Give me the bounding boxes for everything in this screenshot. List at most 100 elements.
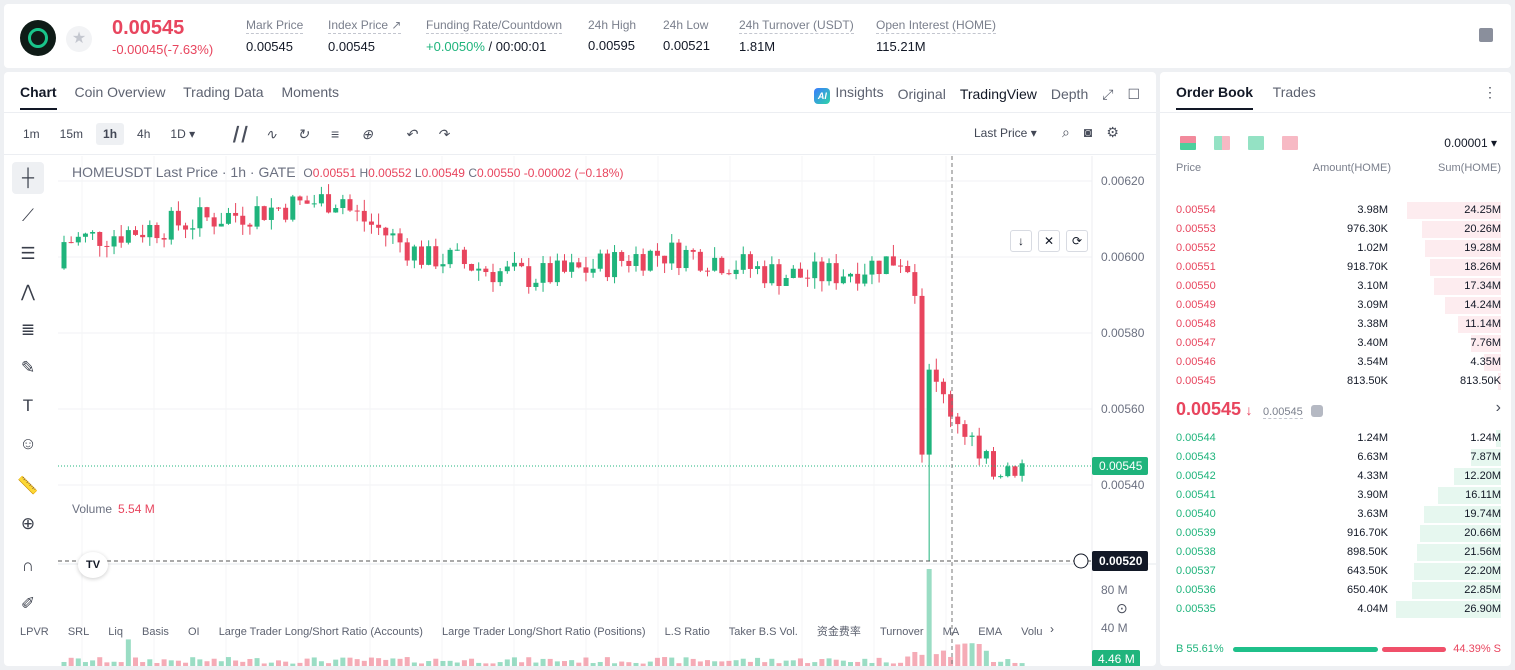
ruler-icon[interactable]: 📏 [17,476,39,495]
add-indicator-icon[interactable]: ⊕ [361,125,373,142]
bid-row[interactable]: 0.00535 4.04M 26.90M [1160,600,1511,619]
bid-row[interactable]: 0.00537 643.50K 22.20M [1160,562,1511,581]
tab-chart[interactable]: Chart [20,84,57,110]
bid-row[interactable]: 0.00540 3.63M 19.74M [1160,505,1511,524]
volume-bar [869,662,875,666]
camera-icon[interactable]: ◙ [1083,124,1093,140]
indicator-item[interactable]: OI [188,626,200,638]
tab-trades[interactable]: Trades [1272,84,1316,100]
indicator-item[interactable]: SRL [67,626,90,638]
interval-1d-dropdown[interactable]: 1D ▾ [170,127,196,141]
ask-row[interactable]: 0.00551 918.70K 18.26M [1160,258,1511,277]
template-icon[interactable]: ≡ [331,126,340,142]
chart-settings-icon[interactable]: ⊙ [1116,600,1128,616]
emoji-icon[interactable]: ☺ [19,434,37,453]
tab-order-book[interactable]: Order Book [1176,84,1254,110]
volume-bar [862,658,868,666]
indicator-item[interactable]: Turnover [879,626,924,638]
chevron-right-icon[interactable]: › [1495,399,1501,416]
interval-1m[interactable]: 1m [23,127,40,141]
indicator-item[interactable]: L.S Ratio [664,626,710,638]
mode-bids-icon[interactable] [1248,136,1264,150]
ask-row[interactable]: 0.00547 3.40M 7.76M [1160,334,1511,353]
favorite-star-icon[interactable]: ★ [66,26,92,52]
indicator-item[interactable]: LPVR [20,626,49,638]
tab-coin-overview[interactable]: Coin Overview [74,84,166,100]
pencil-lock-icon[interactable]: ✐ [20,594,36,613]
tab-moments[interactable]: Moments [281,84,340,100]
mode-side-icon[interactable] [1214,136,1230,150]
indicator-item[interactable]: Liq [108,626,123,638]
ask-row[interactable]: 0.00552 1.02M 19.28M [1160,239,1511,258]
indicator-item[interactable]: 资金费率 [816,626,861,638]
pattern-icon[interactable]: ⋀ [21,282,35,301]
refresh-icon[interactable]: ⟳ [1066,230,1088,252]
bid-row[interactable]: 0.00541 3.90M 16.11M [1160,486,1511,505]
ask-row[interactable]: 0.00554 3.98M 24.25M [1160,201,1511,220]
chevron-right-icon[interactable]: › [1050,622,1054,636]
document-icon[interactable] [1479,28,1493,42]
collapse-icon[interactable]: ✕ [1038,230,1060,252]
stat-open-interest[interactable]: Open Interest (HOME) 115.21M [876,18,997,54]
stat-mark-price[interactable]: Mark Price 0.00545 [246,18,304,54]
magnet-icon[interactable]: ∩ [21,556,35,575]
interval-15m[interactable]: 15m [59,127,84,141]
tab-trading-data[interactable]: Trading Data [183,84,264,100]
ask-row[interactable]: 0.00549 3.09M 14.24M [1160,296,1511,315]
mode-both-icon[interactable] [1180,136,1196,150]
settings-icon[interactable]: ⚙ [1106,124,1119,140]
trendline-icon[interactable]: ⟋ [22,206,34,225]
bid-row[interactable]: 0.00542 4.33M 12.20M [1160,467,1511,486]
brush-icon[interactable]: ✎ [20,358,36,377]
replay-icon[interactable]: ↻ [297,125,309,142]
search-icon[interactable]: ⌕ [1062,124,1070,140]
stat-24h-turnover[interactable]: 24h Turnover (USDT) 1.81M [739,18,854,54]
fib-icon[interactable]: ≣ [20,320,36,339]
indicator-item[interactable]: Large Trader Long/Short Ratio (Positions… [441,626,646,638]
interval-4h[interactable]: 4h [137,127,151,141]
bid-row[interactable]: 0.00536 650.40K 22.85M [1160,581,1511,600]
ask-row[interactable]: 0.00550 3.10M 17.34M [1160,277,1511,296]
interval-1h[interactable]: 1h [96,123,125,145]
candlestick-chart[interactable]: 0.00620 0.00600 0.00580 0.00560 0.00540 80 M 4… [58,156,1156,666]
candle-body [469,264,475,271]
tick-size-select[interactable]: 0.00001 ▾ [1444,136,1497,150]
insights-button[interactable]: AI Insights [814,84,884,104]
redo-icon[interactable]: ↷ [437,125,449,142]
price-chart[interactable]: 0.00620 0.00600 0.00580 0.00560 0.00540 80 M 4… [58,156,1156,666]
indicator-item[interactable]: EMA [978,626,1003,638]
bid-row[interactable]: 0.00539 916.70K 20.66M [1160,524,1511,543]
crosshair-icon[interactable]: ┼ [12,162,44,194]
volume-bar [461,660,467,666]
window-icon[interactable]: ☐ [1127,85,1140,102]
stat-index-price[interactable]: Index Price ↗ 0.00545 [328,18,402,54]
indicator-item[interactable]: MA [942,626,960,638]
indicator-icon[interactable]: ∿ [265,125,277,142]
stat-funding-rate[interactable]: Funding Rate/Countdown +0.0050% / 00:00:… [426,18,563,54]
tab-tradingview[interactable]: TradingView [959,86,1037,102]
bid-row[interactable]: 0.00538 898.50K 21.56M [1160,543,1511,562]
ask-row[interactable]: 0.00546 3.54M 4.35M [1160,353,1511,372]
bid-row[interactable]: 0.00544 1.24M 1.24M [1160,429,1511,448]
text-icon[interactable]: T [22,396,34,415]
volume-bar [333,659,339,666]
zoom-icon[interactable]: ⊕ [20,514,36,533]
price-type-select[interactable]: Last Price ▾ [974,126,1037,140]
candle-type-icon[interactable]: ┃┃ [230,125,248,142]
undo-icon[interactable]: ↶ [405,125,417,142]
tab-depth[interactable]: Depth [1050,86,1089,102]
indicator-item[interactable]: Basis [142,626,169,638]
ask-row[interactable]: 0.00545 813.50K 813.50K [1160,372,1511,391]
scroll-down-icon[interactable]: ↓ [1010,230,1032,252]
bid-row[interactable]: 0.00543 6.63M 7.87M [1160,448,1511,467]
ask-row[interactable]: 0.00548 3.38M 11.14M [1160,315,1511,334]
mode-asks-icon[interactable] [1282,136,1298,150]
expand-icon[interactable]: ⤢ [1102,85,1114,102]
indicator-item[interactable]: Volu [1021,626,1043,638]
horizontal-lines-icon[interactable]: ☰ [20,244,36,263]
ask-row[interactable]: 0.00553 976.30K 20.26M [1160,220,1511,239]
tab-original[interactable]: Original [897,86,946,102]
more-icon[interactable]: ⋮ [1483,84,1497,100]
indicator-item[interactable]: Large Trader Long/Short Ratio (Accounts) [218,626,423,638]
indicator-item[interactable]: Taker B.S Vol. [728,626,798,638]
